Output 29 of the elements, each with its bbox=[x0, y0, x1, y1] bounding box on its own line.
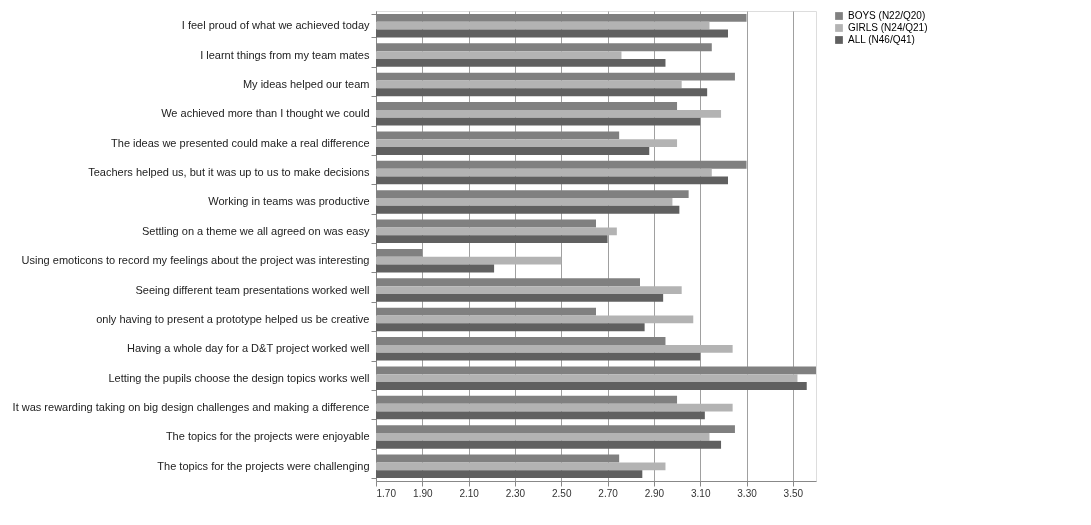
x-tick-label: 1.90 bbox=[413, 487, 433, 499]
x-tick-label: 1.70 bbox=[376, 487, 397, 499]
y-tick-label: The ideas we presented could make a real difference bbox=[111, 136, 370, 149]
y-tick-label: Settling on a theme we all agreed on was easy bbox=[142, 224, 370, 237]
x-tick-label: 2.70 bbox=[598, 487, 619, 499]
y-tick-label: Having a whole day for a D&T project worked well bbox=[126, 342, 370, 355]
x-tick-label: 2.50 bbox=[552, 487, 572, 499]
y-tick-label: We achieved more than I thought we could bbox=[161, 107, 370, 120]
y-tick-label: My ideas helped our team bbox=[242, 77, 370, 90]
x-tick-label: 2.10 bbox=[459, 487, 480, 499]
y-tick-label: I feel proud of what we achieved today bbox=[181, 19, 370, 32]
legend-label: ALL (N46/Q41) bbox=[848, 34, 915, 45]
y-tick-label: The topics for the projects were enjoyable bbox=[165, 430, 370, 443]
x-tick-label: 3.50 bbox=[783, 487, 804, 499]
legend-label: BOYS (N22/Q20) bbox=[848, 10, 926, 21]
x-tick-label: 3.30 bbox=[737, 487, 758, 499]
x-tick-label: 2.90 bbox=[644, 487, 665, 499]
y-tick-label: Using emoticons to record my feelings about the project was interesting bbox=[21, 254, 370, 267]
y-tick-label: I learnt things from my team mates bbox=[200, 48, 370, 61]
x-tick-label: 3.10 bbox=[690, 487, 711, 499]
y-tick-label: The topics for the projects were challenging bbox=[157, 459, 370, 472]
legend-label: GIRLS (N24/Q21) bbox=[848, 22, 928, 33]
y-tick-label: It was rewarding taking on big design challenges and making a difference bbox=[12, 401, 370, 414]
y-tick-label: Teachers helped us, but it was up to us to make decisions bbox=[88, 166, 370, 179]
y-tick-label: Seeing different team presentations worked well bbox=[135, 283, 370, 296]
y-tick-label: Working in teams was productive bbox=[208, 195, 370, 208]
y-tick-label: only having to present a prototype helped us be creative bbox=[96, 312, 370, 325]
y-tick-label: Letting the pupils choose the design topics works well bbox=[108, 371, 370, 384]
x-tick-label: 2.30 bbox=[505, 487, 526, 499]
